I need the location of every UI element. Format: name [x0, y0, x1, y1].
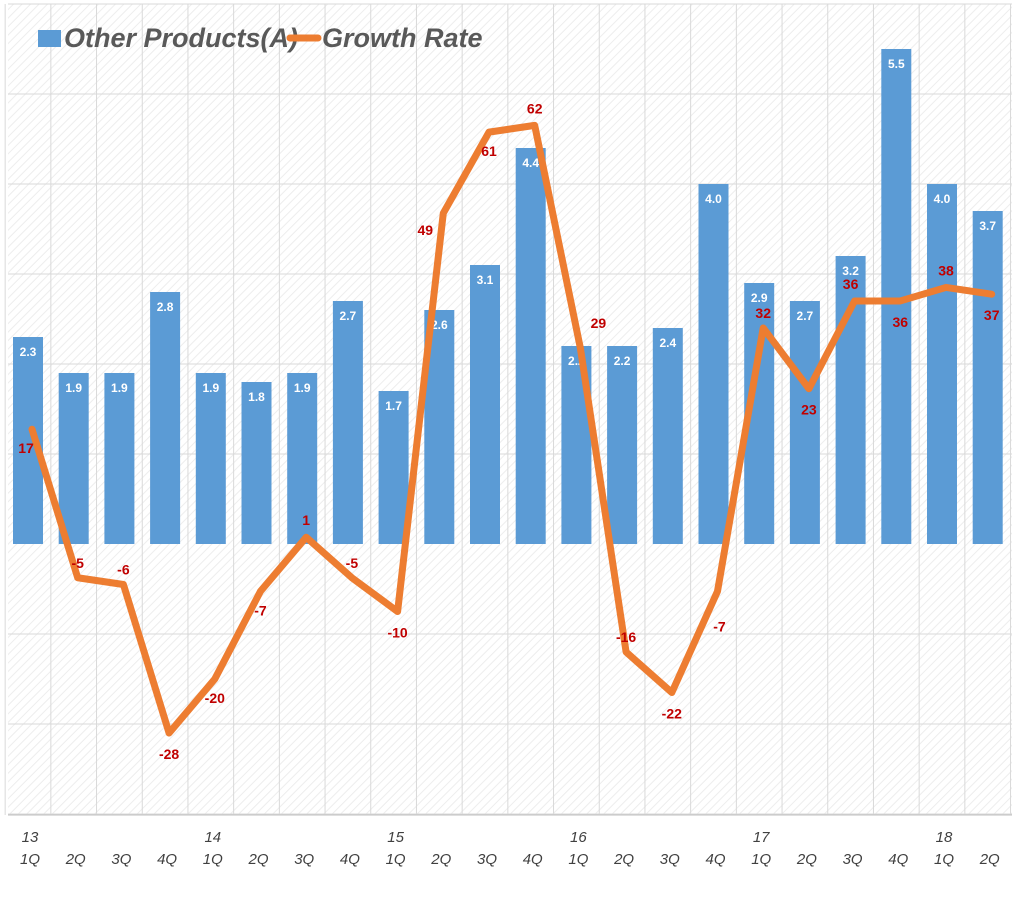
bar-value-label: 2.7: [340, 309, 357, 323]
growth-rate-label: -5: [346, 555, 359, 571]
x-tick-label: 1Q: [568, 851, 588, 868]
bar-value-label: 5.5: [888, 57, 905, 71]
bar-value-label: 1.9: [202, 381, 219, 395]
x-year-label: 17: [753, 829, 770, 846]
x-tick-label: 3Q: [660, 851, 680, 868]
x-axis: 13 1Q 2Q 3Q 4Q 14 1Q 2Q 3Q 4Q 15 1Q 2Q 3Q 4Q 16 1Q 2Q 3Q 4Q…: [20, 829, 1000, 868]
x-tick-label: 2Q: [796, 851, 817, 868]
bar-value-label: 3.7: [979, 219, 996, 233]
bar: [607, 346, 637, 544]
growth-rate-label: -20: [205, 690, 225, 706]
bar-value-label: 1.9: [294, 381, 311, 395]
growth-rate-label: -7: [713, 618, 726, 634]
x-tick-label: 1Q: [386, 851, 406, 868]
bar-value-label: 2.2: [614, 354, 631, 368]
x-tick-label: 4Q: [888, 851, 908, 868]
x-tick-label: 1Q: [751, 851, 771, 868]
x-tick-label: 3Q: [843, 851, 863, 868]
x-tick-label: 2Q: [430, 851, 451, 868]
x-tick-label: 2Q: [613, 851, 634, 868]
legend: Other Products(A) Growth Rate: [38, 23, 483, 53]
bar: [927, 184, 957, 544]
bar: [973, 211, 1003, 544]
x-year-label: 13: [22, 829, 39, 846]
bar-value-label: 2.7: [797, 309, 814, 323]
growth-rate-label: -10: [387, 625, 407, 641]
growth-rate-label: 61: [481, 143, 497, 159]
bar-value-label: 4.0: [934, 192, 951, 206]
bar: [242, 382, 272, 544]
x-year-label: 16: [570, 829, 587, 846]
legend-bar-label: Other Products(A): [64, 23, 298, 53]
growth-rate-label: -6: [117, 562, 130, 578]
growth-rate-label: 49: [418, 222, 434, 238]
bar: [59, 373, 89, 544]
x-tick-label: 4Q: [705, 851, 725, 868]
bar-value-label: 1.8: [248, 390, 265, 404]
growth-rate-label: 36: [893, 314, 909, 330]
x-year-label: 18: [936, 829, 953, 846]
bar: [790, 301, 820, 544]
legend-line-label: Growth Rate: [322, 23, 483, 53]
growth-rate-label: -22: [662, 706, 682, 722]
x-tick-label: 4Q: [340, 851, 360, 868]
x-tick-label: 4Q: [523, 851, 543, 868]
bar: [196, 373, 226, 544]
growth-rate-label: 17: [18, 440, 34, 456]
x-tick-label: 3Q: [111, 851, 131, 868]
bar: [333, 301, 363, 544]
bar-value-label: 2.8: [157, 300, 174, 314]
bar: [653, 328, 683, 544]
x-tick-label: 1Q: [203, 851, 223, 868]
bar-value-label: 1.9: [111, 381, 128, 395]
bar: [699, 184, 729, 544]
growth-rate-label: 62: [527, 100, 543, 116]
bar-value-label: 3.1: [477, 273, 494, 287]
bar-value-label: 2.3: [20, 345, 37, 359]
bar: [150, 292, 180, 544]
growth-rate-label: 1: [302, 512, 310, 528]
bar-value-label: 2.9: [751, 291, 768, 305]
bar-value-label: 4.4: [522, 156, 539, 170]
x-year-label: 14: [204, 829, 221, 846]
growth-rate-label: -28: [159, 746, 179, 762]
growth-rate-label: 36: [843, 276, 859, 292]
x-tick-label: 2Q: [247, 851, 268, 868]
bar: [104, 373, 134, 544]
x-tick-label: 3Q: [477, 851, 497, 868]
growth-rate-label: -16: [616, 629, 636, 645]
growth-rate-label: -5: [71, 555, 84, 571]
x-tick-label: 3Q: [294, 851, 314, 868]
growth-rate-label: 38: [938, 262, 954, 278]
x-tick-label: 1Q: [20, 851, 40, 868]
x-tick-label: 2Q: [65, 851, 86, 868]
growth-rate-label: 23: [801, 402, 817, 418]
bar-value-label: 1.7: [385, 399, 402, 413]
bar: [379, 391, 409, 544]
bar-value-label: 1.9: [65, 381, 82, 395]
x-tick-label: 2Q: [979, 851, 1000, 868]
growth-rate-label: 29: [591, 315, 607, 331]
bar-value-label: 4.0: [705, 192, 722, 206]
bar: [470, 265, 500, 544]
bar: [516, 148, 546, 544]
x-tick-label: 1Q: [934, 851, 954, 868]
x-tick-label: 4Q: [157, 851, 177, 868]
legend-bar-swatch: [38, 30, 61, 47]
x-year-label: 15: [387, 829, 404, 846]
bar-value-label: 2.4: [659, 336, 676, 350]
growth-rate-label: 32: [755, 305, 771, 321]
growth-rate-label: 37: [984, 307, 1000, 323]
growth-rate-label: -7: [254, 602, 267, 618]
